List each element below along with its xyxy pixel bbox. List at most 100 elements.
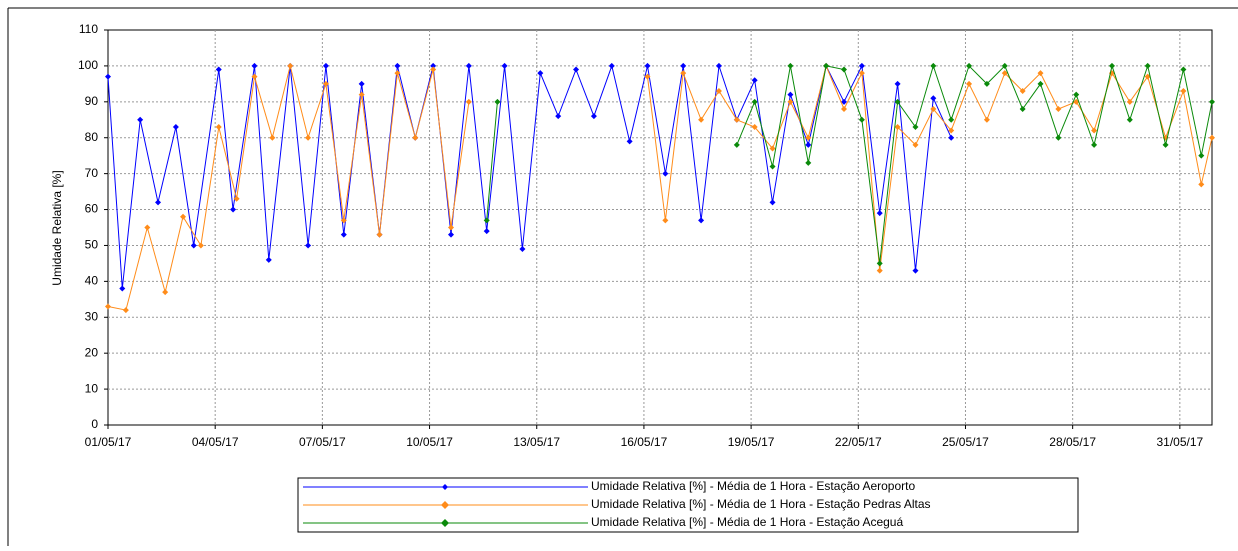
data-point: [412, 134, 419, 141]
data-point: [305, 242, 312, 249]
data-point: [494, 98, 501, 105]
data-point: [715, 62, 722, 69]
data-point: [1001, 70, 1008, 77]
x-tick-label: 10/05/17: [406, 435, 453, 449]
data-point: [1144, 73, 1151, 80]
x-tick-label: 16/05/17: [621, 435, 668, 449]
data-point: [230, 206, 237, 213]
data-point: [841, 98, 847, 105]
data-point: [769, 163, 776, 170]
x-tick-label: 13/05/17: [513, 435, 560, 449]
data-point: [805, 134, 812, 141]
data-point: [983, 80, 990, 87]
y-tick-label: 50: [85, 238, 99, 252]
data-point: [876, 260, 883, 267]
data-point: [733, 116, 740, 123]
y-tick-label: 10: [85, 381, 99, 395]
series-line: [107, 64, 952, 289]
data-point: [662, 170, 669, 177]
data-point: [105, 73, 111, 80]
data-point: [251, 62, 258, 69]
data-point: [715, 88, 722, 95]
data-point: [394, 62, 401, 69]
data-point: [894, 98, 901, 105]
data-point: [698, 217, 705, 224]
data-point: [122, 307, 129, 314]
y-tick-label: 80: [85, 130, 99, 144]
data-point: [805, 159, 812, 166]
series-line: [486, 64, 1213, 264]
data-point: [233, 195, 240, 202]
data-point: [841, 66, 847, 73]
data-point: [162, 289, 169, 296]
y-tick-label: 100: [78, 58, 98, 72]
data-point: [1198, 152, 1205, 159]
data-point: [1001, 62, 1008, 69]
x-tick-label: 25/05/17: [942, 435, 989, 449]
data-point: [966, 80, 973, 87]
data-point: [1144, 62, 1151, 69]
data-point: [751, 123, 758, 130]
plot-area: [107, 29, 1213, 426]
data-point: [358, 80, 365, 87]
data-point: [501, 62, 508, 69]
data-point: [912, 267, 919, 274]
y-tick-label: 110: [79, 22, 98, 36]
data-point: [1108, 62, 1115, 69]
data-point: [537, 70, 544, 77]
y-tick-label: 0: [91, 417, 98, 431]
data-point: [698, 116, 705, 123]
data-point: [251, 73, 258, 80]
x-tick-label: 31/05/17: [1156, 435, 1203, 449]
data-point: [787, 91, 794, 98]
data-point: [144, 224, 151, 231]
y-tick-label: 70: [85, 166, 99, 180]
legend-label: Umidade Relativa [%] - Média de 1 Hora -…: [591, 497, 931, 511]
data-point: [1019, 88, 1026, 95]
data-point: [930, 106, 937, 112]
data-point: [858, 116, 865, 123]
data-point: [858, 70, 865, 77]
data-point: [983, 116, 990, 123]
data-point: [119, 285, 126, 292]
data-point: [483, 217, 490, 224]
data-point: [966, 62, 973, 69]
data-point: [1126, 116, 1133, 123]
data-point: [1055, 106, 1062, 112]
data-point: [876, 267, 883, 274]
data-point: [215, 66, 222, 73]
data-point: [733, 141, 740, 148]
data-point: [322, 62, 329, 69]
data-point: [590, 113, 597, 120]
data-point: [1091, 141, 1098, 148]
data-point: [447, 224, 454, 231]
data-point: [644, 62, 651, 69]
data-point: [930, 62, 937, 69]
legend-label: Umidade Relativa [%] - Média de 1 Hora -…: [591, 515, 903, 529]
data-point: [358, 91, 365, 98]
data-point: [430, 62, 437, 69]
data-point: [340, 217, 347, 224]
data-point: [841, 106, 847, 112]
data-point: [483, 228, 490, 235]
data-point: [215, 123, 222, 130]
y-tick-label: 40: [85, 274, 99, 288]
legend-marker: [441, 519, 449, 527]
x-tick-label: 19/05/17: [728, 435, 775, 449]
data-point: [1180, 88, 1187, 95]
data-point: [912, 141, 919, 148]
data-point: [137, 116, 144, 123]
data-point: [465, 62, 472, 69]
data-point: [1055, 134, 1062, 141]
data-point: [197, 242, 204, 249]
data-point: [465, 98, 472, 105]
x-tick-label: 01/05/17: [85, 435, 132, 449]
data-point: [787, 98, 794, 105]
data-point: [769, 199, 776, 206]
data-point: [1091, 127, 1098, 134]
data-point: [876, 210, 883, 217]
data-point: [894, 80, 901, 87]
data-point: [322, 80, 329, 87]
x-tick-label: 22/05/17: [835, 435, 882, 449]
